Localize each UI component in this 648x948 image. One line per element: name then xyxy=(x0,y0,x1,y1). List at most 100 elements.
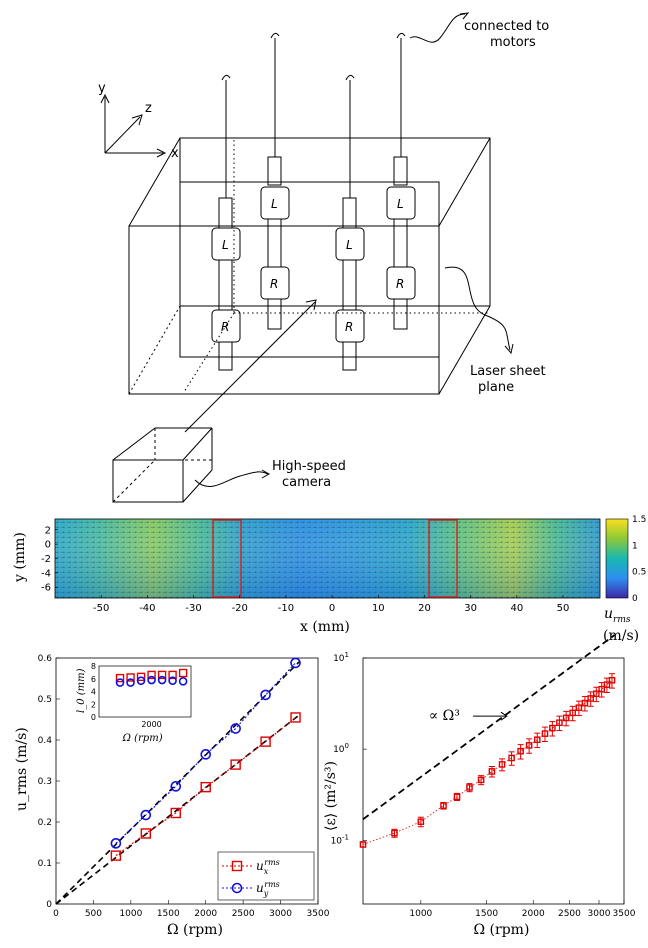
dissipation-data-point xyxy=(541,730,549,737)
urms-x-tick-label: 2000 xyxy=(194,909,217,919)
urms-data-point xyxy=(200,749,212,760)
dissipation-y-axis-label: ⟨ε⟩ (m²/s³) xyxy=(323,761,339,831)
dissipation-y-tick-label: 101 xyxy=(333,651,349,664)
urms-data-point xyxy=(290,712,301,723)
dissipation-x-tick-label: 2000 xyxy=(522,909,545,919)
urms-x-tick-label: 0 xyxy=(53,909,59,919)
experimental-schematic: y z x xyxy=(98,12,549,503)
impeller-label-L: L xyxy=(271,197,278,211)
dissipation-x-tick-label: 1000 xyxy=(409,909,432,919)
legend-swatch-marker xyxy=(231,882,243,894)
urms-data-point xyxy=(140,828,152,839)
dissipation-data-point xyxy=(581,699,589,707)
dissipation-data-point xyxy=(525,742,533,749)
urms-x-tick-label: 500 xyxy=(85,909,102,919)
colorbar-label: urms xyxy=(604,606,631,625)
urms-data-point xyxy=(170,807,181,819)
colorbar-tick-label: 0.5 xyxy=(632,568,646,578)
field-x-tick-label: 0 xyxy=(329,603,335,614)
field-x-tick-label: 50 xyxy=(557,603,570,614)
dissipation-plot-frame xyxy=(362,657,625,905)
impeller-shaft-1 xyxy=(211,74,241,371)
impeller-region-marker-left xyxy=(212,519,242,598)
field-x-ticks: -50 -40 -30 -20 -10 0 10 20 30 40 50 xyxy=(93,595,569,614)
dissipation-chart: 1000 1500 2000 2500 3000 3500 10-1 100 101 Ω (rpm… xyxy=(323,634,636,938)
laser-label-line1: Laser sheet xyxy=(470,364,546,379)
dissipation-data-point xyxy=(359,841,367,848)
inset-data-point xyxy=(178,668,188,678)
urms-y-tick-label: 0.2 xyxy=(38,818,52,828)
urms-x-tick-label: 1000 xyxy=(119,909,142,919)
dissipation-data-point xyxy=(608,676,616,684)
colorbar-tick-label: 1 xyxy=(632,541,638,551)
urms-data-point xyxy=(200,781,211,793)
field-x-tick-label: 40 xyxy=(510,603,523,614)
vector-arrows xyxy=(55,519,600,598)
field-x-tick-label: -30 xyxy=(185,603,201,614)
field-y-tick-label: -4 xyxy=(41,568,51,579)
urms-data-point xyxy=(170,781,182,792)
impeller-label-L: L xyxy=(397,197,404,211)
connected-label-line2: motors xyxy=(490,35,536,50)
urms-y-tick-label: 0.6 xyxy=(38,654,53,664)
tank-box xyxy=(128,137,491,395)
dissipation-data-point xyxy=(466,784,473,791)
arrowhead-icon xyxy=(459,12,470,20)
dissipation-data-point xyxy=(517,747,524,755)
connected-label-line1: connected to xyxy=(464,19,549,34)
dissipation-x-tick-label: 2500 xyxy=(558,909,581,919)
inset-data-point xyxy=(136,672,146,682)
dissipation-data-point xyxy=(498,761,506,768)
colorbar-tick-label: 1.5 xyxy=(632,515,646,525)
field-y-ticks: 2 0 -2 -4 -6 xyxy=(41,525,58,594)
dissipation-data-point xyxy=(598,685,605,693)
dissipation-data-point xyxy=(575,704,583,711)
urms-data-point xyxy=(140,809,152,821)
omega-cubed-reference-line xyxy=(362,634,615,821)
urms-y-tick-label: 0.1 xyxy=(38,859,52,869)
dissipation-data-point xyxy=(508,754,515,762)
urms-data-point xyxy=(260,736,271,747)
urms-x-tick-label: 2500 xyxy=(232,909,255,919)
inset-data-point xyxy=(178,676,188,686)
inset-data-point xyxy=(168,676,177,685)
camera-label-line1: High-speed xyxy=(272,459,346,474)
field-y-tick-label: 0 xyxy=(45,540,51,551)
urms-chart: 0 500 1000 1500 2000 2500 3000 3500 0 0.1 0.2 0.3 0.… xyxy=(14,654,330,938)
inset-y-tick-label: 2 xyxy=(91,700,96,709)
dissipation-data-point xyxy=(592,690,600,698)
inset-y-tick-label: 8 xyxy=(91,662,96,671)
urms-x-tick-label: 3500 xyxy=(307,909,330,919)
dissipation-y-tick-label: 100 xyxy=(333,742,349,755)
dissipation-data-point xyxy=(391,829,398,837)
colorbar-tick-label: 0 xyxy=(632,594,638,604)
axis-y-label: y xyxy=(98,81,106,96)
camera-view-arrow xyxy=(184,301,316,433)
urms-x-axis-label: Ω (rpm) xyxy=(167,922,223,938)
arrowhead-icon xyxy=(500,711,508,721)
urms-data-point xyxy=(290,657,301,669)
dissipation-data-point xyxy=(569,709,576,717)
impeller-shaft-2 xyxy=(260,32,290,330)
inset-y-tick-label: 0 xyxy=(91,713,96,722)
urms-series-line xyxy=(115,717,296,857)
camera-label-line2: camera xyxy=(282,475,331,490)
urms-fit-line xyxy=(55,714,300,905)
dissipation-data-point xyxy=(488,768,496,775)
field-y-tick-label: 2 xyxy=(45,525,51,536)
axis-x-label: x xyxy=(171,146,179,161)
impeller-region-marker-right xyxy=(428,519,458,598)
inset-x-tick-label: 2000 xyxy=(141,720,161,729)
dissipation-x-axis-label: Ω (rpm) xyxy=(474,922,530,938)
impeller-label-R: R xyxy=(270,277,278,291)
inset-data-point xyxy=(147,670,156,680)
impeller-shaft-4 xyxy=(386,32,416,330)
coordinate-axes xyxy=(100,93,167,158)
urms-y-tick-label: 0 xyxy=(46,900,52,910)
inset-data-point xyxy=(126,673,135,682)
impeller-label-R: R xyxy=(345,320,353,334)
dissipation-data-point xyxy=(556,719,563,727)
dissipation-data-point xyxy=(562,714,570,722)
field-x-tick-label: -50 xyxy=(93,603,109,614)
